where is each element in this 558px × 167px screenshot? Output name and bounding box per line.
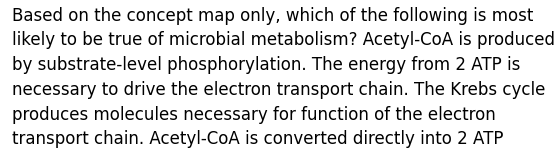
Text: Based on the concept map only, which of the following is most
likely to be true : Based on the concept map only, which of … [12, 7, 555, 148]
